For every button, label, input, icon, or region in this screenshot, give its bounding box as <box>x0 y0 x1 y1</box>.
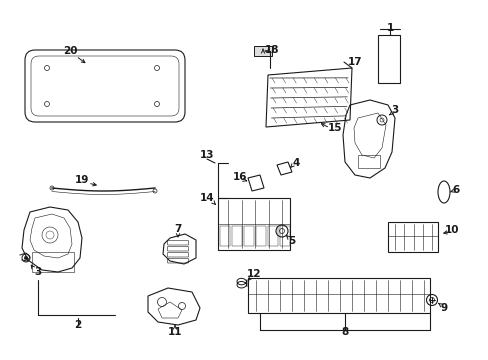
Text: 12: 12 <box>246 269 261 279</box>
Bar <box>231 226 242 246</box>
Bar <box>253 46 271 56</box>
Bar <box>244 226 253 246</box>
Bar <box>32 252 74 272</box>
Text: 8: 8 <box>341 327 348 337</box>
Text: 18: 18 <box>264 45 279 55</box>
Circle shape <box>24 256 28 260</box>
Text: 5: 5 <box>288 236 295 246</box>
Text: 4: 4 <box>292 158 299 168</box>
Bar <box>220 226 229 246</box>
Bar <box>267 226 278 246</box>
Text: 11: 11 <box>167 327 182 337</box>
Bar <box>377 35 399 83</box>
Bar <box>247 278 429 313</box>
Text: 15: 15 <box>327 123 342 133</box>
Bar <box>357 155 379 168</box>
Text: 9: 9 <box>440 303 447 313</box>
Text: 14: 14 <box>199 193 214 203</box>
Text: 6: 6 <box>451 185 459 195</box>
Bar <box>218 198 289 250</box>
Text: 7: 7 <box>174 224 182 234</box>
Bar <box>387 222 437 252</box>
Text: 2: 2 <box>74 320 81 330</box>
Text: 1: 1 <box>386 23 393 33</box>
Bar <box>256 226 265 246</box>
Text: 13: 13 <box>199 150 214 160</box>
Bar <box>280 226 289 246</box>
Text: 19: 19 <box>75 175 89 185</box>
Text: 16: 16 <box>232 172 247 182</box>
Text: 3: 3 <box>34 267 41 277</box>
Text: 10: 10 <box>444 225 458 235</box>
Text: 3: 3 <box>390 105 398 115</box>
Text: 20: 20 <box>62 46 77 56</box>
Text: 17: 17 <box>347 57 362 67</box>
